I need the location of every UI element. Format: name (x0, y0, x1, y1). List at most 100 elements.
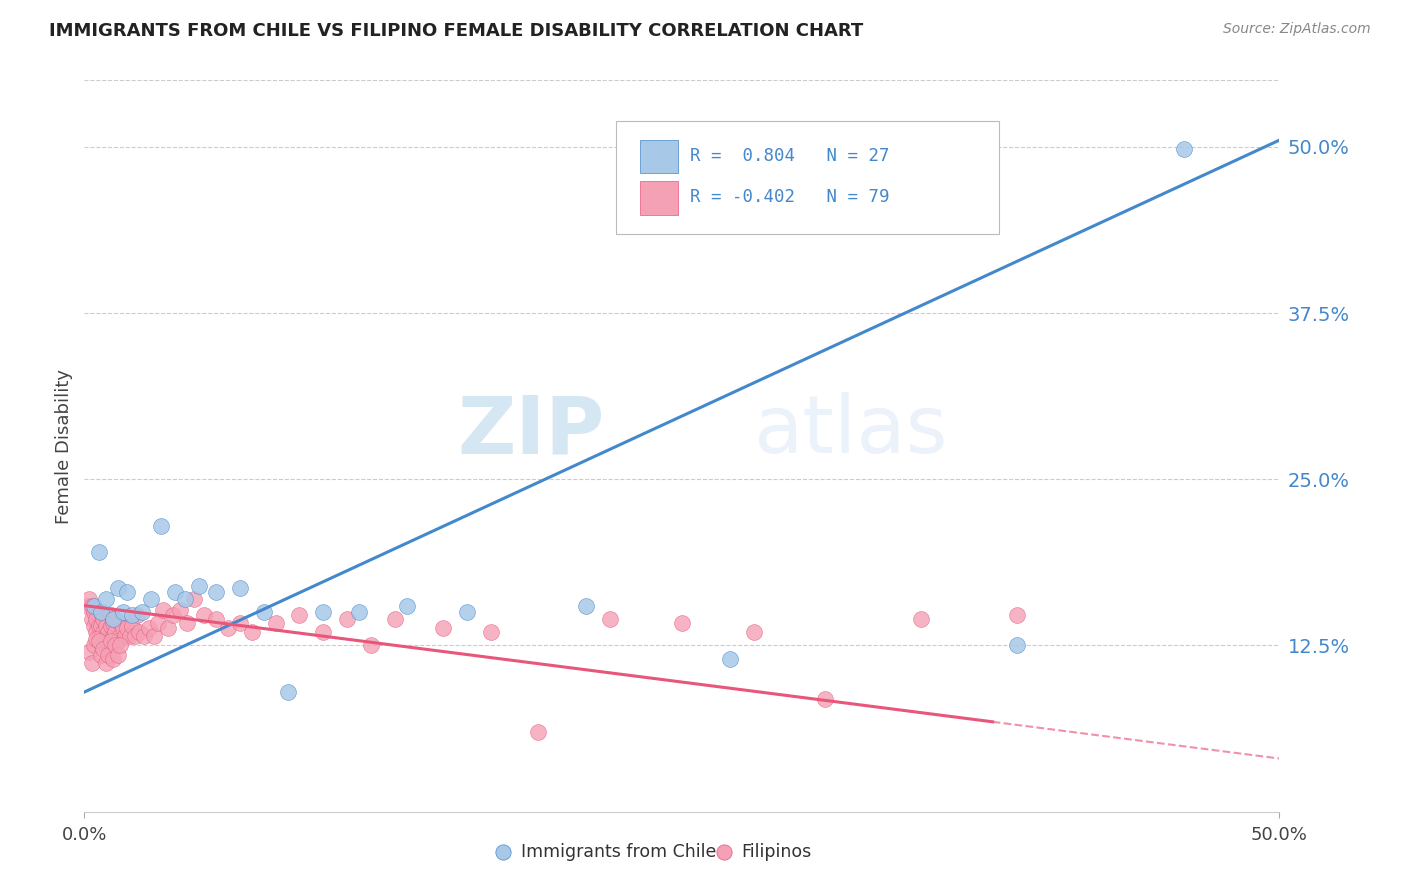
Point (114, 629, 136, 643)
Text: Source: ZipAtlas.com: Source: ZipAtlas.com (1223, 22, 1371, 37)
Point (94, 632, 117, 646)
Point (107, 648, 129, 662)
Point (87, 632, 110, 646)
Point (101, 615, 124, 630)
Text: IMMIGRANTS FROM CHILE VS FILIPINO FEMALE DISABILITY CORRELATION CHART: IMMIGRANTS FROM CHILE VS FILIPINO FEMALE… (49, 22, 863, 40)
Point (125, 607, 148, 622)
Point (152, 602, 174, 616)
Point (1005, 639, 1028, 653)
Point (124, 629, 146, 643)
Point (205, 585, 228, 599)
Point (205, 612, 228, 626)
Point (94, 656, 117, 670)
Point (93, 642, 115, 657)
Point (718, 652, 741, 666)
Point (77, 591, 100, 606)
Point (149, 518, 172, 533)
Point (910, 612, 932, 626)
Text: R = -0.402   N = 79: R = -0.402 N = 79 (690, 188, 890, 206)
Point (100, 634, 122, 648)
Point (111, 605, 134, 619)
Point (97, 625, 120, 640)
Point (80, 599, 103, 613)
Point (193, 607, 215, 622)
Point (1173, 143, 1195, 157)
Point (157, 621, 180, 635)
Point (360, 639, 382, 653)
Point (432, 621, 454, 635)
Point (94, 591, 117, 606)
Text: R =  0.804   N = 27: R = 0.804 N = 27 (690, 146, 890, 165)
Point (94, 618, 117, 632)
Text: atlas: atlas (754, 392, 948, 470)
Point (240, 625, 263, 640)
Point (87, 634, 110, 648)
FancyBboxPatch shape (640, 139, 678, 173)
Point (80, 612, 103, 626)
Text: ZIP: ZIP (457, 392, 605, 470)
Point (456, 605, 478, 619)
Point (173, 591, 195, 606)
Point (117, 585, 139, 599)
Point (121, 607, 143, 622)
Point (101, 629, 124, 643)
Point (253, 605, 276, 619)
Point (148, 615, 170, 630)
Point (599, 612, 621, 626)
Point (86, 625, 108, 640)
Point (1005, 607, 1028, 622)
Point (90, 605, 112, 619)
Point (110, 629, 132, 643)
Point (97, 648, 120, 662)
FancyBboxPatch shape (640, 181, 678, 215)
Point (229, 582, 252, 596)
Point (93, 625, 115, 640)
Point (107, 582, 129, 596)
Point (131, 605, 153, 619)
Point (169, 602, 191, 616)
Point (90, 618, 112, 632)
Point (83, 605, 105, 619)
Point (396, 599, 419, 613)
Point (111, 621, 134, 635)
Point (349, 605, 371, 619)
Point (104, 612, 127, 626)
Point (104, 625, 127, 640)
Point (312, 625, 335, 640)
Point (121, 618, 143, 632)
Point (527, 725, 550, 739)
Point (86, 612, 108, 626)
Point (264, 615, 287, 630)
Point (83, 639, 105, 653)
Point (138, 621, 160, 635)
Point (90, 605, 112, 619)
Point (90, 648, 112, 662)
Text: Immigrants from Chile: Immigrants from Chile (520, 843, 716, 861)
Point (93, 612, 115, 626)
Point (107, 634, 129, 648)
Point (165, 585, 187, 599)
Point (100, 607, 122, 622)
Point (83, 618, 105, 632)
Point (217, 621, 239, 635)
Point (141, 591, 163, 606)
Point (110, 615, 132, 630)
Text: Filipinos: Filipinos (742, 843, 811, 861)
Point (86, 632, 108, 646)
Point (229, 615, 252, 630)
Point (117, 621, 139, 635)
Point (384, 612, 406, 626)
Point (104, 639, 127, 653)
Point (128, 625, 150, 640)
Point (142, 629, 165, 643)
Y-axis label: Female Disability: Female Disability (55, 368, 73, 524)
Point (671, 615, 693, 630)
Point (162, 607, 184, 622)
Point (100, 618, 122, 632)
Point (176, 615, 198, 630)
Point (101, 612, 124, 626)
Point (336, 612, 359, 626)
Point (742, 625, 765, 640)
Point (575, 599, 598, 613)
Point (188, 579, 211, 593)
